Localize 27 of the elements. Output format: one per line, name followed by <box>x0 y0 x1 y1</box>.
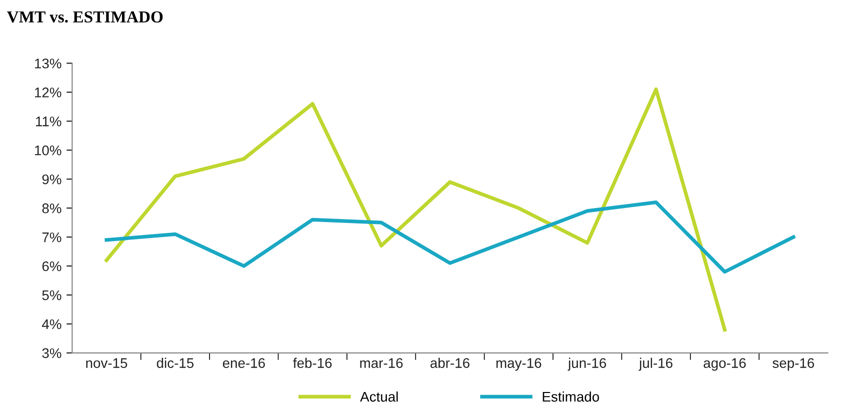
x-tick-label: mar-16 <box>360 358 403 368</box>
y-tick-label: 8% <box>42 203 62 214</box>
x-tick-label: jun-16 <box>568 358 606 371</box>
x-tick-label: may-16 <box>496 358 542 371</box>
y-tick-label: 10% <box>35 145 62 156</box>
y-tick-label: 7% <box>42 232 62 242</box>
legend-label: Actual <box>360 391 398 402</box>
x-tick-label: abr-16 <box>430 358 470 368</box>
x-tick-label: sep-16 <box>772 358 814 371</box>
x-tick-label: jul-16 <box>638 358 672 371</box>
y-tick-label: 5% <box>42 290 62 300</box>
y-tick-label: 12% <box>35 88 62 98</box>
y-tick-label: 4% <box>42 319 62 330</box>
y-tick-label: 13% <box>35 58 62 68</box>
chart-title: VMT vs. ESTIMADO <box>6 11 163 23</box>
y-tick-label: 9% <box>42 174 62 184</box>
x-tick-label: dic-15 <box>156 358 194 368</box>
legend-label: Estimado <box>542 391 600 402</box>
line-series <box>104 88 727 332</box>
x-tick-label: ene-16 <box>222 358 265 368</box>
y-tick-label: 3% <box>42 348 62 358</box>
y-tick-label: 6% <box>42 261 62 272</box>
x-tick-label: feb-16 <box>293 358 332 368</box>
x-tick-label: ago-16 <box>704 358 746 371</box>
line-series <box>104 200 796 274</box>
x-tick-label: nov-15 <box>86 358 128 368</box>
y-tick-label: 11% <box>36 116 62 126</box>
